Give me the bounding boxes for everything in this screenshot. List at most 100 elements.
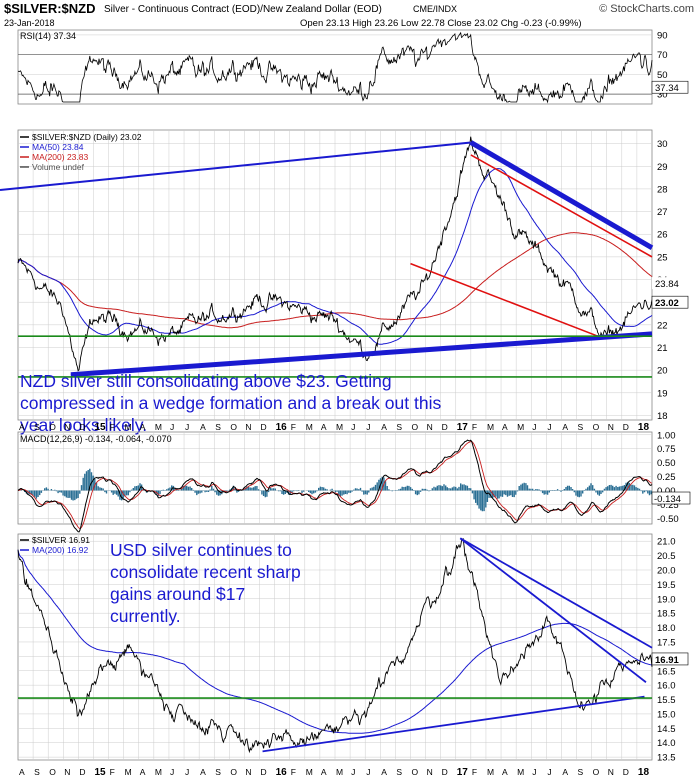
price-panel-ytick-label: 19 bbox=[657, 388, 668, 399]
usd-panel-xtick-label: M bbox=[125, 767, 132, 777]
trend-lower-wedge bbox=[70, 331, 653, 378]
price-panel-ytick-label: 29 bbox=[657, 162, 668, 173]
usd-panel-xtick-label: M bbox=[517, 767, 524, 777]
usd-price-line bbox=[17, 537, 653, 754]
ma50-last-value: 23.84 bbox=[655, 279, 679, 290]
price-panel-xtick-label: D bbox=[623, 422, 629, 432]
price-panel-xtick-label: O bbox=[230, 422, 237, 432]
price-panel-xtick-label: A bbox=[200, 422, 206, 432]
price-panel-xtick-label: M bbox=[125, 422, 132, 432]
macd-legend: MACD(12,26,9) -0.134, -0.064, -0.070 bbox=[20, 434, 172, 444]
price-panel-xtick-label: 17 bbox=[457, 422, 469, 433]
usd-panel-ytick-label: 20.5 bbox=[657, 551, 676, 562]
usd-panel-ytick-label: 17.5 bbox=[657, 637, 676, 648]
price-panel-xtick-label: F bbox=[472, 422, 477, 432]
macd-panel-ytick-label: 0.25 bbox=[657, 472, 676, 483]
usd-panel-xtick-label: J bbox=[366, 767, 370, 777]
usd-panel-legend-entry: MA(200) 16.92 bbox=[32, 545, 88, 555]
usd-panel-xtick-label: 18 bbox=[638, 767, 650, 778]
rsi-legend: RSI(14) 37.34 bbox=[20, 31, 76, 41]
usd-panel-ytick-label: 15.0 bbox=[657, 709, 676, 720]
trend-red-lower bbox=[410, 262, 604, 340]
price-panel-xtick-label: S bbox=[34, 422, 40, 432]
macd-last-value: -0.134 bbox=[654, 494, 681, 505]
usd-panel-ytick-label: 20.0 bbox=[657, 565, 676, 576]
rsi-last-tag-bg bbox=[651, 80, 689, 94]
usd-trend-lower bbox=[262, 695, 645, 753]
usd-panel-ytick-label: 16.0 bbox=[657, 681, 676, 692]
price-panel-legend-entry: Volume undef bbox=[32, 162, 85, 172]
usd-panel-ytick-label: 13.5 bbox=[657, 753, 676, 764]
price-panel-xtick-label: S bbox=[215, 422, 221, 432]
usd-panel-xtick-label: A bbox=[321, 767, 327, 777]
price-panel-xtick-label: S bbox=[396, 422, 402, 432]
price-panel-ytick-label: 21 bbox=[657, 343, 668, 354]
price-panel-xtick-label: D bbox=[79, 422, 85, 432]
price-panel-xtick-label: M bbox=[336, 422, 343, 432]
price-panel-xtick-label: J bbox=[170, 422, 174, 432]
price-panel-xtick-label: O bbox=[49, 422, 56, 432]
macd-panel-ytick-label: -0.25 bbox=[657, 500, 679, 511]
price-panel-ytick-label: 26 bbox=[657, 230, 668, 241]
price-line bbox=[17, 136, 653, 372]
trend-upper-wedge bbox=[469, 140, 654, 250]
usd-panel-xtick-label: N bbox=[64, 767, 70, 777]
price-panel-xtick-label: J bbox=[366, 422, 370, 432]
price-panel-xtick-label: M bbox=[487, 422, 494, 432]
macd-panel-ytick-label: -0.50 bbox=[657, 514, 679, 525]
copyright-text: © StockCharts.com bbox=[599, 3, 694, 15]
rsi-panel-ytick-label: 50 bbox=[657, 70, 668, 81]
price-panel-xtick-label: S bbox=[578, 422, 584, 432]
price-panel-ytick-label: 28 bbox=[657, 184, 668, 195]
usd-panel-xtick-label: 16 bbox=[276, 767, 288, 778]
usd-panel-xtick-label: N bbox=[427, 767, 433, 777]
rsi-panel-ytick-label: 30 bbox=[657, 90, 668, 101]
usd-panel-xtick-label: D bbox=[261, 767, 267, 777]
usd-panel-ytick-label: 18.0 bbox=[657, 623, 676, 634]
price-panel-ytick-label: 30 bbox=[657, 139, 668, 150]
usd-last-tag-bg bbox=[651, 652, 689, 666]
usd-panel-xtick-label: D bbox=[442, 767, 448, 777]
price-panel-xtick-label: J bbox=[185, 422, 189, 432]
price-last-value: 23.02 bbox=[655, 298, 679, 309]
usd-panel-xtick-label: F bbox=[110, 767, 115, 777]
usd-panel-xtick-label: M bbox=[336, 767, 343, 777]
price-last-tag-bg bbox=[651, 295, 689, 309]
trend-red-upper bbox=[470, 154, 653, 258]
usd-panel-ytick-label: 21.0 bbox=[657, 537, 676, 548]
usd-panel-xtick-label: S bbox=[34, 767, 40, 777]
usd-panel-xtick-label: A bbox=[562, 767, 568, 777]
trend-upper-long bbox=[0, 141, 471, 191]
usd-panel-xtick-label: 17 bbox=[457, 767, 469, 778]
usd-panel-xtick-label: S bbox=[215, 767, 221, 777]
usd-panel-ytick-label: 16.5 bbox=[657, 666, 676, 677]
ohlc-summary: Open 23.13 High 23.26 Low 22.78 Close 23… bbox=[300, 18, 582, 29]
usd-panel-xtick-label: M bbox=[306, 767, 313, 777]
price-panel-xtick-label: J bbox=[351, 422, 355, 432]
usd-panel-ytick-label: 14.5 bbox=[657, 724, 676, 735]
price-panel-xtick-label: N bbox=[64, 422, 70, 432]
price-panel-xtick-label: N bbox=[427, 422, 433, 432]
price-panel-xtick-label: J bbox=[532, 422, 536, 432]
usd-panel-xtick-label: O bbox=[411, 767, 418, 777]
price-panel-xtick-label: A bbox=[562, 422, 568, 432]
price-panel-xtick-label: A bbox=[502, 422, 508, 432]
usd-panel-xtick-label: A bbox=[381, 767, 387, 777]
usd-panel-xtick-label: A bbox=[19, 767, 25, 777]
usd-panel-xtick-label: D bbox=[623, 767, 629, 777]
price-panel-xtick-label: M bbox=[306, 422, 313, 432]
price-panel-xtick-label: J bbox=[547, 422, 551, 432]
price-panel-legend-entry: MA(50) 23.84 bbox=[32, 142, 84, 152]
chart-date: 23-Jan-2018 bbox=[4, 18, 55, 28]
usd-panel-ytick-label: 15.5 bbox=[657, 695, 676, 706]
price-panel-xtick-label: A bbox=[19, 422, 25, 432]
usd-panel-xtick-label: J bbox=[351, 767, 355, 777]
price-panel-xtick-label: M bbox=[155, 422, 162, 432]
price-panel-xtick-label: A bbox=[321, 422, 327, 432]
usd-panel-ytick-label: 19.5 bbox=[657, 580, 676, 591]
usd-panel-xtick-label: F bbox=[291, 767, 296, 777]
usd-panel-legend-entry: $SILVER 16.91 bbox=[32, 535, 90, 545]
usd-panel-xtick-label: M bbox=[155, 767, 162, 777]
usd-panel-xtick-label: S bbox=[578, 767, 584, 777]
